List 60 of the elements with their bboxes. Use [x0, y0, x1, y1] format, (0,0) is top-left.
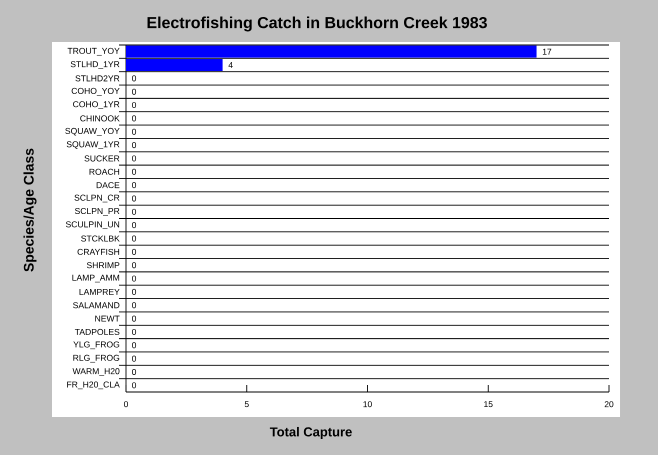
y-tick-label: SCLPN_PR: [74, 208, 120, 216]
y-tick-label: RLG_FROG: [73, 354, 120, 362]
data-label: 0: [132, 222, 136, 228]
data-label: 0: [132, 368, 136, 375]
y-tick-label: ROACH: [90, 168, 120, 175]
data-label: 0: [132, 168, 136, 175]
y-tick-label: COHO_YOY: [72, 88, 120, 96]
y-tick-label: STLHD2YR: [75, 75, 120, 82]
data-label: 0: [132, 302, 136, 308]
y-tick-label: LAMP_AMM: [72, 274, 120, 282]
y-tick-label: TADPOLES: [74, 328, 120, 335]
data-label: 0: [132, 88, 136, 95]
x-tick-label: 15: [484, 401, 493, 408]
data-label: 0: [132, 155, 136, 162]
y-tick-label: STLHD_1YR: [70, 61, 120, 69]
y-tick-label: SHRIMP: [86, 262, 120, 268]
y-tick-label: DACE: [96, 182, 120, 188]
y-tick-label: CHINOOK: [80, 115, 120, 122]
chart-title: Electrofishing Catch in Buckhorn Creek 1983: [148, 16, 487, 32]
y-tick-label: FR_H20_CLA: [67, 381, 120, 390]
x-tick-label: 0: [124, 401, 128, 408]
y-tick-label: SQUAW_1YR: [66, 141, 120, 149]
data-label: 0: [132, 236, 136, 242]
y-tick-label: LAMPREY: [80, 288, 120, 295]
data-label: 0: [132, 342, 136, 348]
data-label: 0: [132, 328, 136, 335]
data-label: 0: [132, 276, 136, 282]
y-tick-label: TROUT_YOY: [68, 48, 120, 56]
data-label: 0: [132, 356, 136, 362]
y-tick-label: WARM_H20: [72, 368, 120, 376]
data-label: 0: [132, 288, 136, 295]
data-label: 4: [228, 62, 233, 68]
data-label: 0: [132, 208, 136, 215]
y-tick-label: SQUAW_YOY: [65, 128, 120, 136]
y-tick-label: SALAMAND: [73, 302, 120, 308]
data-label: 0: [132, 102, 136, 108]
y-tick-label: CRAYFISH: [78, 248, 120, 255]
data-label: 0: [132, 262, 136, 268]
y-tick-label: COHO_1YR: [73, 101, 120, 109]
x-tick-label: 20: [604, 401, 614, 408]
data-label: 0: [132, 316, 136, 322]
x-tick-label: 10: [363, 401, 372, 408]
data-label: 0: [132, 195, 136, 202]
data-label: 0: [132, 382, 136, 388]
data-label: 0: [132, 248, 136, 255]
y-tick-label: SUCKER: [84, 155, 120, 162]
x-axis-title: Total Capture: [270, 426, 352, 440]
data-label: 0: [132, 128, 136, 135]
y-tick-label: SCLPN_CR: [74, 194, 120, 202]
data-label: 0: [132, 115, 136, 122]
x-tick-label: 5: [244, 401, 249, 408]
data-label: 0: [132, 182, 136, 188]
y-tick-label: STCKLBK: [81, 235, 120, 242]
data-label: 0: [132, 142, 136, 148]
y-tick-label: SCULPIN_UN: [66, 221, 120, 230]
data-label: 17: [542, 48, 552, 55]
y-tick-label: NEWT: [95, 316, 120, 322]
y-tick-label: YLG_FROG: [73, 341, 120, 350]
y-axis-title: Species/Age Class: [23, 148, 37, 272]
data-label: 0: [132, 75, 136, 82]
